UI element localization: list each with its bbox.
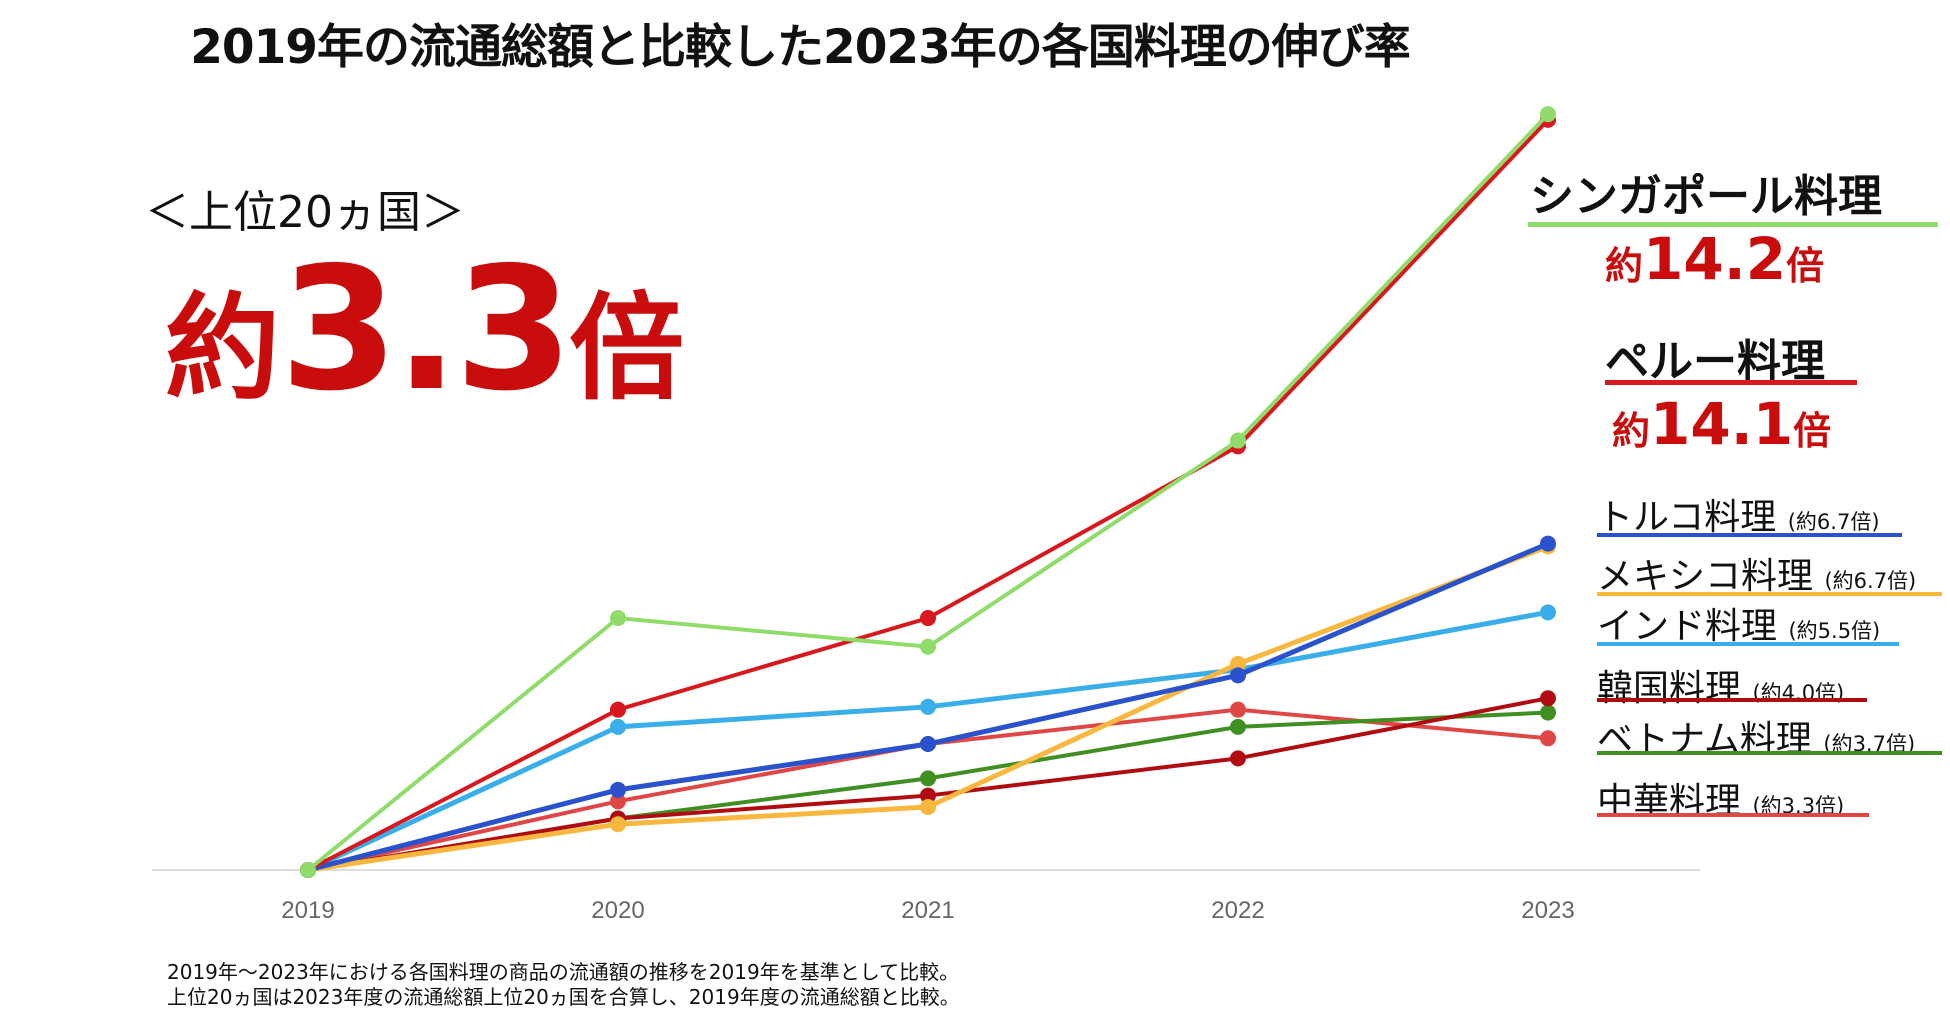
- legend-singapore-ratio: 約14.2倍: [1605, 225, 1824, 293]
- legend-korea-name: 韓国料理: [1597, 668, 1742, 709]
- legend-singapore-ratio-prefix: 約: [1605, 244, 1644, 288]
- series-1: [300, 111, 1556, 878]
- series-6-point-2021: [920, 770, 936, 787]
- legend-vietnam-line: [1597, 751, 1942, 755]
- series-3-point-2021: [920, 799, 936, 816]
- series-line-0: [306, 112, 1550, 872]
- legend-mexico-ratio: (約6.7倍): [1824, 569, 1917, 593]
- series-5-point-2021: [920, 787, 936, 804]
- series-6-point-2023: [1540, 704, 1556, 721]
- legend-peru: ペルー料理: [1605, 325, 1825, 389]
- legend-peru-ratio-prefix: 約: [1612, 409, 1651, 453]
- series-5-point-2023: [1540, 690, 1556, 707]
- legend-singapore-line: [1528, 222, 1938, 227]
- top20-ratio-prefix: 約: [165, 282, 281, 416]
- x-tick-2020: 2020: [591, 897, 644, 924]
- footnote-line-1: 2019年～2023年における各国料理の商品の流通額の推移を2019年を基準とし…: [167, 960, 960, 984]
- series-0-point-2020: [610, 610, 626, 627]
- legend-peru-line: [1605, 380, 1857, 385]
- series-1-point-2020: [610, 701, 626, 718]
- series-7-point-2020: [610, 793, 626, 810]
- legend-india-name: インド料理: [1597, 606, 1778, 647]
- legend-singapore-ratio-number: 14.2: [1643, 225, 1787, 293]
- footnote: 2019年～2023年における各国料理の商品の流通額の推移を2019年を基準とし…: [167, 960, 960, 1010]
- series-3-point-2020: [610, 816, 626, 833]
- series-7-point-2023: [1540, 730, 1556, 747]
- series-0-point-2019: [300, 862, 316, 878]
- x-tick-2022: 2022: [1211, 897, 1264, 924]
- legend-korea-line: [1597, 698, 1867, 702]
- legend-india-line: [1597, 642, 1899, 646]
- legend-turkey-line: [1597, 533, 1902, 537]
- top20-ratio-number: 3.3: [280, 231, 573, 429]
- series-0-point-2023: [1540, 106, 1556, 123]
- series-0: [300, 106, 1556, 878]
- top20-ratio: 約3.3倍: [165, 245, 684, 415]
- series-2-point-2022: [1230, 667, 1246, 684]
- legend-chinese-line: [1597, 813, 1869, 817]
- series-0-point-2021: [920, 638, 936, 655]
- series-7-point-2022: [1230, 701, 1246, 718]
- series-2-point-2023: [1540, 535, 1556, 552]
- chart-title: 2019年の流通総額と比較した2023年の各国料理の伸び率: [190, 20, 1411, 75]
- series-0-point-2022: [1230, 432, 1246, 449]
- legend-india-ratio: (約5.5倍): [1788, 619, 1881, 643]
- legend-singapore: シンガポール料理: [1530, 160, 1882, 224]
- legend-singapore-ratio-suffix: 倍: [1786, 244, 1825, 288]
- legend-peru-ratio: 約14.1倍: [1612, 390, 1831, 458]
- legend-korea: 韓国料理 (約4.0倍): [1597, 659, 1844, 711]
- x-tick-2023: 2023: [1521, 897, 1574, 924]
- legend-mexico: メキシコ料理 (約6.7倍): [1597, 547, 1916, 599]
- legend-turkey-name: トルコ料理: [1597, 497, 1777, 538]
- series-4-point-2020: [610, 718, 626, 735]
- top20-ratio-suffix: 倍: [569, 282, 685, 416]
- series-4-point-2023: [1540, 604, 1556, 621]
- legend-mexico-line: [1597, 592, 1942, 596]
- legend-mexico-name: メキシコ料理: [1597, 556, 1814, 597]
- series-4-point-2021: [920, 698, 936, 715]
- footnote-line-2: 上位20ヵ国は2023年度の流通総額上位20ヵ国を合算し、2019年度の流通総額…: [167, 985, 960, 1009]
- legend-peru-ratio-number: 14.1: [1650, 390, 1794, 458]
- series-1-point-2021: [920, 610, 936, 627]
- legend-india: インド料理 (約5.5倍): [1597, 597, 1880, 649]
- legend-turkey: トルコ料理 (約6.7倍): [1597, 488, 1880, 540]
- legend-peru-name: ペルー料理: [1605, 336, 1825, 387]
- series-5-point-2022: [1230, 750, 1246, 767]
- top20-label: ＜上位20ヵ国＞: [145, 187, 465, 238]
- series-2-point-2020: [610, 781, 626, 798]
- legend-singapore-name: シンガポール料理: [1530, 171, 1882, 222]
- x-tick-2019: 2019: [281, 897, 334, 924]
- series-2-point-2021: [920, 736, 936, 753]
- x-tick-2021: 2021: [901, 897, 954, 924]
- legend-turkey-ratio: (約6.7倍): [1787, 510, 1880, 534]
- legend-peru-ratio-suffix: 倍: [1793, 409, 1832, 453]
- series-6-point-2022: [1230, 718, 1246, 735]
- series-3-point-2022: [1230, 655, 1246, 672]
